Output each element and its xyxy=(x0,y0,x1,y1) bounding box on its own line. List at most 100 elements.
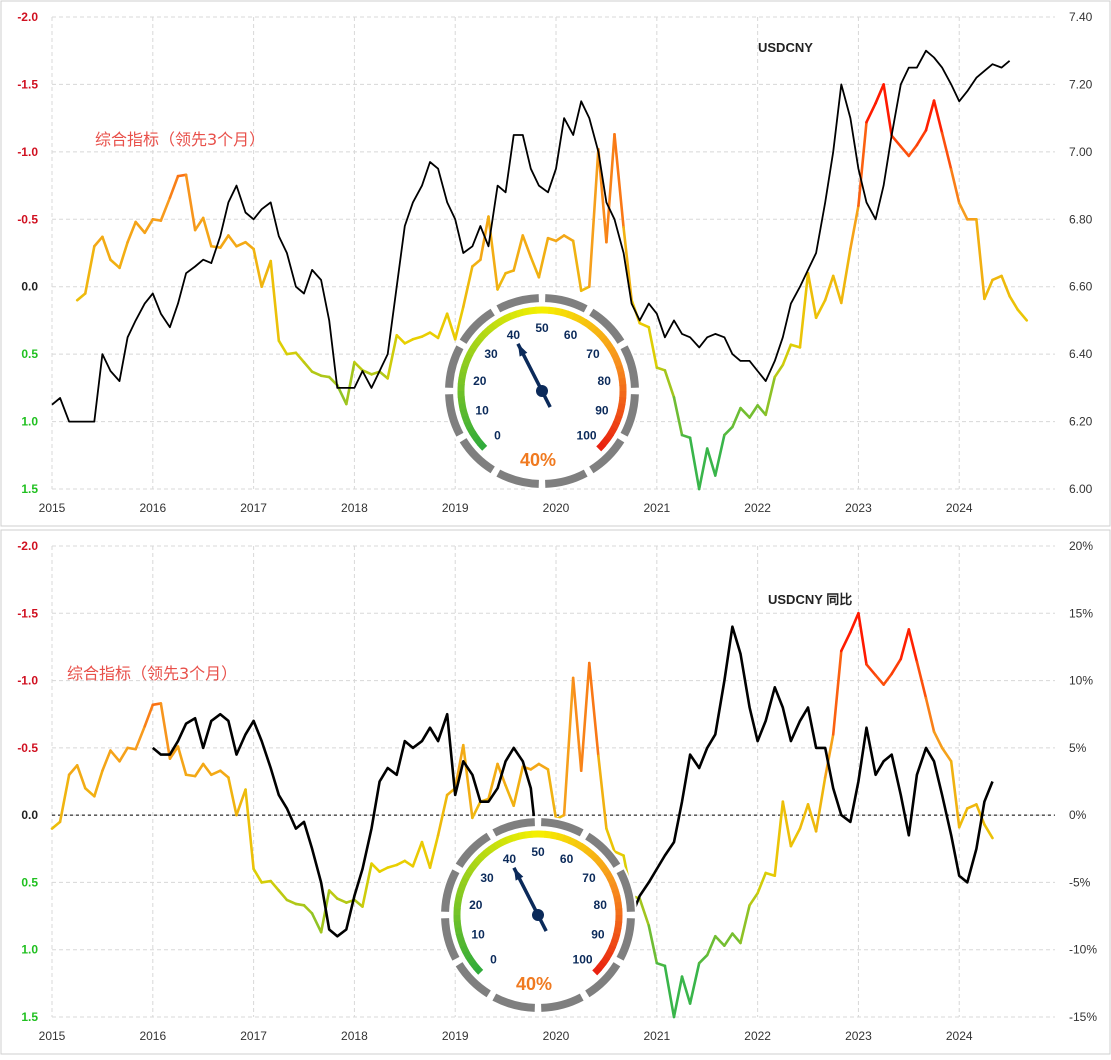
gauge-scale-arc-segment xyxy=(557,836,564,838)
x-tick-label: 2019 xyxy=(442,501,469,515)
y-right-tick-label: -10% xyxy=(1069,943,1097,957)
y-right-tick-label: 7.00 xyxy=(1069,145,1093,159)
gauge-scale-arc-segment xyxy=(621,372,622,379)
gauge-value-label: 40% xyxy=(516,974,552,994)
gauge-scale-arc-segment xyxy=(580,846,586,850)
y-right-tick-label: 7.40 xyxy=(1069,10,1093,24)
gauge-scale-arc-segment xyxy=(621,404,622,411)
gauge-scale-arc-segment xyxy=(611,349,615,355)
x-tick-label: 2017 xyxy=(240,1029,267,1043)
gauge-scale-arc-segment xyxy=(505,316,512,319)
x-tick-label: 2022 xyxy=(744,1029,771,1043)
gauge-scale-arc-segment xyxy=(473,343,477,349)
gauge-scale-arc-segment xyxy=(465,951,469,957)
gauge-scale-arc-segment xyxy=(507,838,514,841)
gauge-scale-arc-segment xyxy=(477,338,482,344)
gauge-tick-label: 90 xyxy=(591,927,605,941)
y-left-tick-label: 0.5 xyxy=(21,347,38,361)
gauge-scale-arc-segment xyxy=(461,378,462,385)
gauge-tick-label: 90 xyxy=(595,403,609,417)
y-left-tick-label: -0.5 xyxy=(17,741,38,755)
gauge-scale-arc-segment xyxy=(457,921,458,928)
gauge-scale-arc-segment xyxy=(595,329,600,334)
gauge-scale-arc-segment xyxy=(591,853,596,858)
gauge-scale-arc-segment xyxy=(573,316,580,319)
y-left-tick-label: -0.5 xyxy=(17,212,38,226)
gauge-scale-arc-segment xyxy=(523,311,530,312)
gauge-scale-arc-segment xyxy=(617,416,620,423)
gauge-tick-label: 10 xyxy=(471,927,485,941)
x-tick-label: 2024 xyxy=(946,501,973,515)
gauge-scale-arc-segment xyxy=(548,310,555,311)
gauge-scale-arc-segment xyxy=(604,338,608,344)
gauge-scale-arc-segment xyxy=(600,862,604,868)
gauge-scale-arc-segment xyxy=(615,934,617,941)
y-right-tick-label: -15% xyxy=(1069,1010,1097,1024)
gauge-scale-arc-segment xyxy=(599,444,604,449)
gauge-tick-label: 0 xyxy=(494,429,501,443)
indicator-series-label: 综合指标（领先3个月） xyxy=(67,664,237,683)
gauge-scale-arc-segment xyxy=(465,415,468,422)
x-tick-label: 2017 xyxy=(240,501,267,515)
gauge-tick-label: 0 xyxy=(490,953,497,967)
indicator-line-segment xyxy=(186,775,195,776)
y-left-tick-label: -1.0 xyxy=(17,145,38,159)
gauge-tick-label: 80 xyxy=(598,374,612,388)
y-right-tick-label: -5% xyxy=(1069,875,1091,889)
gauge-scale-arc-segment xyxy=(481,853,486,858)
y-left-tick-label: 1.0 xyxy=(21,943,38,957)
gauge-scale-arc-segment xyxy=(611,428,615,434)
gauge-scale-arc-segment xyxy=(575,843,581,847)
gauge-scale-arc-segment xyxy=(544,834,551,835)
x-tick-label: 2020 xyxy=(543,1029,570,1043)
gauge-scale-arc-segment xyxy=(607,952,611,958)
gauge-tick-label: 60 xyxy=(560,852,574,866)
gauge-scale-arc-segment xyxy=(614,354,617,361)
gauge-tick-label: 30 xyxy=(480,871,494,885)
gauge-scale-arc-segment xyxy=(603,439,608,445)
gauge-scale-arc-segment xyxy=(463,945,466,952)
gauge-tick-label: 100 xyxy=(573,953,593,967)
x-tick-label: 2022 xyxy=(744,501,771,515)
y-right-tick-label: 10% xyxy=(1069,674,1093,688)
gauge-scale-arc-segment xyxy=(613,884,616,891)
y-right-tick-label: 6.80 xyxy=(1069,212,1093,226)
x-tick-label: 2023 xyxy=(845,1029,872,1043)
gauge-scale-arc-segment xyxy=(517,312,524,314)
gauge-scale-arc-segment xyxy=(462,371,463,378)
gauge-scale-arc-segment xyxy=(465,359,468,366)
gauge-scale-arc-segment xyxy=(618,902,619,909)
gauge-scale-arc-segment xyxy=(622,397,623,404)
y-right-tick-label: 5% xyxy=(1069,741,1087,755)
gauge-scale-arc-segment xyxy=(618,921,619,928)
x-tick-label: 2024 xyxy=(946,1029,973,1043)
gauge-scale-arc-segment xyxy=(485,849,491,853)
gauge-scale-arc-segment xyxy=(458,895,459,902)
x-tick-label: 2018 xyxy=(341,501,368,515)
y-right-tick-label: 6.20 xyxy=(1069,415,1093,429)
gauge-scale-arc-segment xyxy=(603,957,607,963)
gauge-scale-arc-segment xyxy=(610,946,613,953)
gauge-tick-label: 50 xyxy=(535,321,549,335)
gauge-tick-label: 80 xyxy=(594,898,608,912)
gauge-scale-arc-segment xyxy=(490,846,496,850)
gauge-tick-label: 30 xyxy=(484,347,498,361)
y-right-tick-label: 15% xyxy=(1069,606,1093,620)
gauge-scale-arc-segment xyxy=(519,835,526,836)
gauge-scale-arc-segment xyxy=(500,318,506,322)
x-tick-label: 2016 xyxy=(139,501,166,515)
indicator-line-segment xyxy=(262,881,271,882)
y-right-tick-label: 6.60 xyxy=(1069,280,1093,294)
usdcny-series-label: USDCNY 同比 xyxy=(768,592,852,607)
gauge-tick-label: 40 xyxy=(507,328,521,342)
gauge-scale-arc-segment xyxy=(463,365,465,372)
gauge-scale-arc-segment xyxy=(590,326,596,331)
gauge-scale-arc-segment xyxy=(586,850,592,855)
gauge-scale-arc-segment xyxy=(617,896,618,903)
gauge-tick-label: 20 xyxy=(473,374,487,388)
gauge-scale-arc-segment xyxy=(480,333,485,338)
gauge-tick-label: 60 xyxy=(564,328,578,342)
